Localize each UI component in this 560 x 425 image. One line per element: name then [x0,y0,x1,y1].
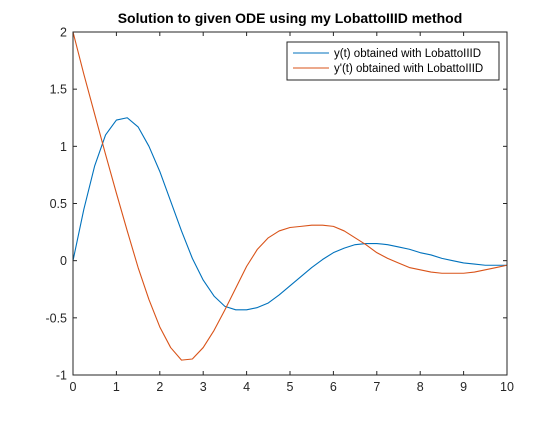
x-tick-label: 9 [460,380,467,394]
legend-label-1: y(t) obtained with LobattoIIID [334,48,481,60]
legend: y(t) obtained with LobattoIIID y'(t) obta… [287,42,499,80]
y-tick-label: 1 [60,140,67,154]
y-tick-label: 2 [60,26,67,40]
x-tick-label: 7 [373,380,380,394]
x-tick-label: 4 [243,380,250,394]
y-tick-label: 1.5 [50,83,67,97]
y-tick-label: 0.5 [50,197,67,211]
plot-area [73,32,507,375]
y-tick-label: -1 [56,369,67,383]
legend-label-2: y'(t) obtained with LobattoIIID [334,63,483,75]
x-tick-label: 1 [113,380,120,394]
x-tick-label: 2 [156,380,163,394]
x-tick-label: 5 [287,380,294,394]
x-tick-label: 6 [330,380,337,394]
y-tick-label: -0.5 [45,311,67,325]
chart-title: Solution to given ODE using my LobattoII… [118,10,463,26]
y-tick-label: 0 [60,254,67,268]
x-tick-label: 8 [417,380,424,394]
x-tick-label: 0 [70,380,77,394]
x-tick-label: 3 [200,380,207,394]
x-tick-label: 10 [500,380,514,394]
